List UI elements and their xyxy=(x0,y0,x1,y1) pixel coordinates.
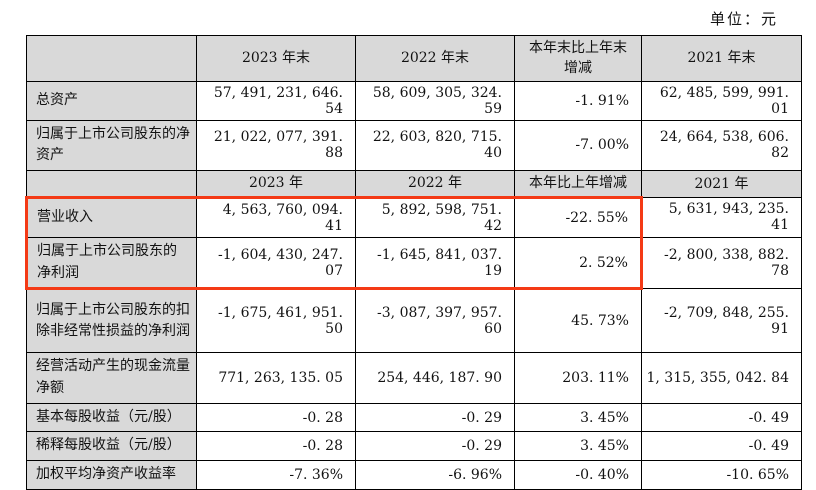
table-row-total-assets: 总资产 57, 491, 231, 646. 54 58, 609, 305, … xyxy=(26,80,802,121)
row-label: 稀释每股收益（元/股） xyxy=(26,431,197,462)
header-blank-cell xyxy=(26,169,197,198)
header-blank-cell xyxy=(26,35,197,82)
cell-2022: 254, 446, 187. 90 xyxy=(355,352,515,404)
cell-2023: 21, 022, 077, 391. 88 xyxy=(196,119,356,171)
cell-2021: 1, 315, 355, 042. 84 xyxy=(641,352,802,404)
header-yoy-yearend-change: 本年末比上年末增减 xyxy=(514,35,642,82)
financial-summary-table: 2023 年末 2022 年末 本年末比上年末增减 2021 年末 总资产 57… xyxy=(25,35,802,490)
table-row-weighted-avg-roe: 加权平均净资产收益率 -7. 36% -6. 96% -0. 40% -10. … xyxy=(26,460,802,490)
cell-2023: 771, 263, 135. 05 xyxy=(196,352,356,404)
cell-2022: 58, 609, 305, 324. 59 xyxy=(355,80,515,121)
cell-2023: -0. 28 xyxy=(196,402,356,433)
cell-2022: -3, 087, 397, 957. 60 xyxy=(355,288,515,354)
cell-2023: -1, 675, 461, 951. 50 xyxy=(196,288,356,354)
row-label: 营业收入 xyxy=(25,195,197,238)
cell-change: -7. 00% xyxy=(514,119,642,171)
row-label: 总资产 xyxy=(26,80,197,121)
cell-change: 203. 11% xyxy=(514,352,642,404)
row-label: 归属于上市公司股东的净资产 xyxy=(26,119,197,171)
highlighted-row-operating-revenue: 营业收入 4, 563, 760, 094. 41 5, 892, 598, 7… xyxy=(25,195,802,238)
cell-2021: -0. 49 xyxy=(641,431,802,462)
row-label: 加权平均净资产收益率 xyxy=(26,460,197,490)
cell-2022: -1, 645, 841, 037. 19 xyxy=(355,236,515,291)
cell-2022: -6. 96% xyxy=(355,460,515,490)
cell-2023: 4, 563, 760, 094. 41 xyxy=(196,195,356,238)
cell-2022: -0. 29 xyxy=(355,402,515,433)
table-row-basic-eps: 基本每股收益（元/股） -0. 28 -0. 29 3. 45% -0. 49 xyxy=(26,402,802,433)
header-2021-yearend: 2021 年末 xyxy=(641,35,802,82)
header-row-year: 2023 年 2022 年 本年比上年增减 2021 年 xyxy=(26,169,802,198)
cell-2021: -2, 800, 338, 882. 78 xyxy=(641,236,802,290)
cell-change: 3. 45% xyxy=(514,431,642,462)
cell-2021: -10. 65% xyxy=(641,460,802,490)
cell-2023: 57, 491, 231, 646. 54 xyxy=(196,80,356,121)
table-row-net-assets: 归属于上市公司股东的净资产 21, 022, 077, 391. 88 22, … xyxy=(26,119,802,171)
cell-2022: 22, 603, 820, 715. 40 xyxy=(355,119,515,171)
cell-2023: -7. 36% xyxy=(196,460,356,490)
header-2021-year: 2021 年 xyxy=(641,169,802,198)
cell-2023: -1, 604, 430, 247. 07 xyxy=(196,236,356,291)
cell-2021: 24, 664, 538, 606. 82 xyxy=(641,119,802,171)
table-row-diluted-eps: 稀释每股收益（元/股） -0. 28 -0. 29 3. 45% -0. 49 xyxy=(26,431,802,462)
cell-change: -1. 91% xyxy=(514,80,642,121)
row-label: 经营活动产生的现金流量净额 xyxy=(26,352,197,404)
highlighted-row-net-profit: 归属于上市公司股东的净利润 -1, 604, 430, 247. 07 -1, … xyxy=(25,236,802,291)
row-label: 归属于上市公司股东的扣除非经常性损益的净利润 xyxy=(26,288,197,354)
cell-2022: 5, 892, 598, 751. 42 xyxy=(355,195,515,238)
cell-2021: -2, 709, 848, 255. 91 xyxy=(641,288,802,354)
header-2023-year: 2023 年 xyxy=(196,169,356,198)
header-row-yearend: 2023 年末 2022 年末 本年末比上年末增减 2021 年末 xyxy=(26,35,802,82)
row-label: 基本每股收益（元/股） xyxy=(26,402,197,433)
header-2023-yearend: 2023 年末 xyxy=(196,35,356,82)
cell-change: 45. 73% xyxy=(514,288,642,354)
cell-2022: -0. 29 xyxy=(355,431,515,462)
financial-report-page: { "unit_label": "单位：元", "annotation": { … xyxy=(25,10,802,490)
cell-change: -22. 55% xyxy=(514,195,643,238)
table-row-deducted-net-profit: 归属于上市公司股东的扣除非经常性损益的净利润 -1, 675, 461, 951… xyxy=(26,288,802,354)
table-container: 2023 年末 2022 年末 本年末比上年末增减 2021 年末 总资产 57… xyxy=(25,35,802,490)
header-2022-year: 2022 年 xyxy=(355,169,515,198)
cell-2023: -0. 28 xyxy=(196,431,356,462)
row-label: 归属于上市公司股东的净利润 xyxy=(25,236,197,291)
cell-2021: 62, 485, 599, 991. 01 xyxy=(641,80,802,121)
cell-change: 3. 45% xyxy=(514,402,642,433)
cell-2021: 5, 631, 943, 235. 41 xyxy=(641,196,802,238)
table-row-operating-cash-flow: 经营活动产生的现金流量净额 771, 263, 135. 05 254, 446… xyxy=(26,352,802,404)
cell-2021: -0. 49 xyxy=(641,402,802,433)
unit-label: 单位：元 xyxy=(709,10,778,28)
header-yoy-change: 本年比上年增减 xyxy=(514,169,642,198)
cell-change: 2. 52% xyxy=(514,236,643,291)
header-2022-yearend: 2022 年末 xyxy=(355,35,515,82)
cell-change: -0. 40% xyxy=(514,460,642,490)
